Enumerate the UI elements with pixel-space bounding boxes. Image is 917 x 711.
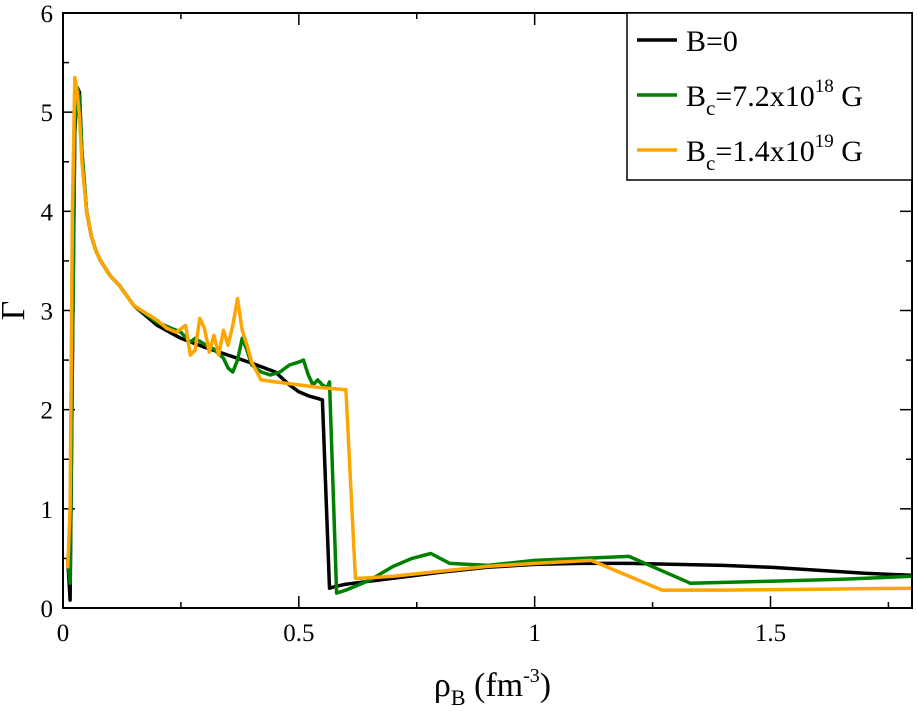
x-tick-label: 0	[57, 620, 70, 647]
tick-labels: 0 0.5 1 1.5 0 1 2 3 4 5 6	[41, 1, 787, 647]
legend-label-base: B	[686, 135, 706, 168]
y-tick-label: 6	[41, 1, 54, 28]
x-axis-title-unit-post: )	[540, 667, 551, 704]
x-axis-title-unit-sup: -3	[523, 665, 540, 687]
legend-label-1: B=0	[686, 25, 738, 58]
series-lines	[65, 75, 913, 602]
legend-label-tail: G	[834, 80, 863, 113]
legend-label-2: Bc=7.2x1018 G	[686, 76, 863, 120]
legend-label-base: B	[686, 80, 706, 113]
legend-label-mid: =1.4x10	[715, 135, 814, 168]
legend-label-mid: =7.2x10	[715, 80, 814, 113]
series-line-3	[65, 75, 913, 592]
legend-label-sup: 19	[815, 131, 834, 152]
legend-label-tail: G	[834, 135, 863, 168]
legend: B=0Bc=7.2x1018 GBc=1.4x1019 G	[626, 12, 913, 181]
y-tick-label: 2	[41, 398, 54, 425]
x-axis-title-base: ρ	[434, 667, 451, 704]
y-tick-label: 0	[41, 596, 54, 623]
y-tick-label: 1	[41, 497, 54, 524]
x-axis-title: ρB (fm-3)	[434, 665, 551, 710]
x-tick-label: 1.5	[755, 620, 786, 647]
y-axis-title: Γ	[0, 301, 32, 321]
legend-label-sup: 18	[815, 76, 834, 97]
x-axis-title-unit-pre: (fm	[466, 667, 524, 704]
y-tick-label: 4	[41, 199, 54, 226]
y-tick-label: 3	[41, 299, 54, 326]
y-tick-label: 5	[41, 100, 54, 127]
plot-frame	[62, 12, 913, 609]
x-tick-label: 0.5	[283, 620, 314, 647]
legend-label-3: Bc=1.4x1019 G	[686, 131, 863, 175]
legend-label-sub: c	[706, 151, 715, 175]
legend-label-base: B=0	[686, 25, 738, 58]
x-tick-label: 1	[528, 620, 541, 647]
legend-label-sub: c	[706, 96, 715, 120]
x-axis-title-sub: B	[451, 685, 466, 710]
